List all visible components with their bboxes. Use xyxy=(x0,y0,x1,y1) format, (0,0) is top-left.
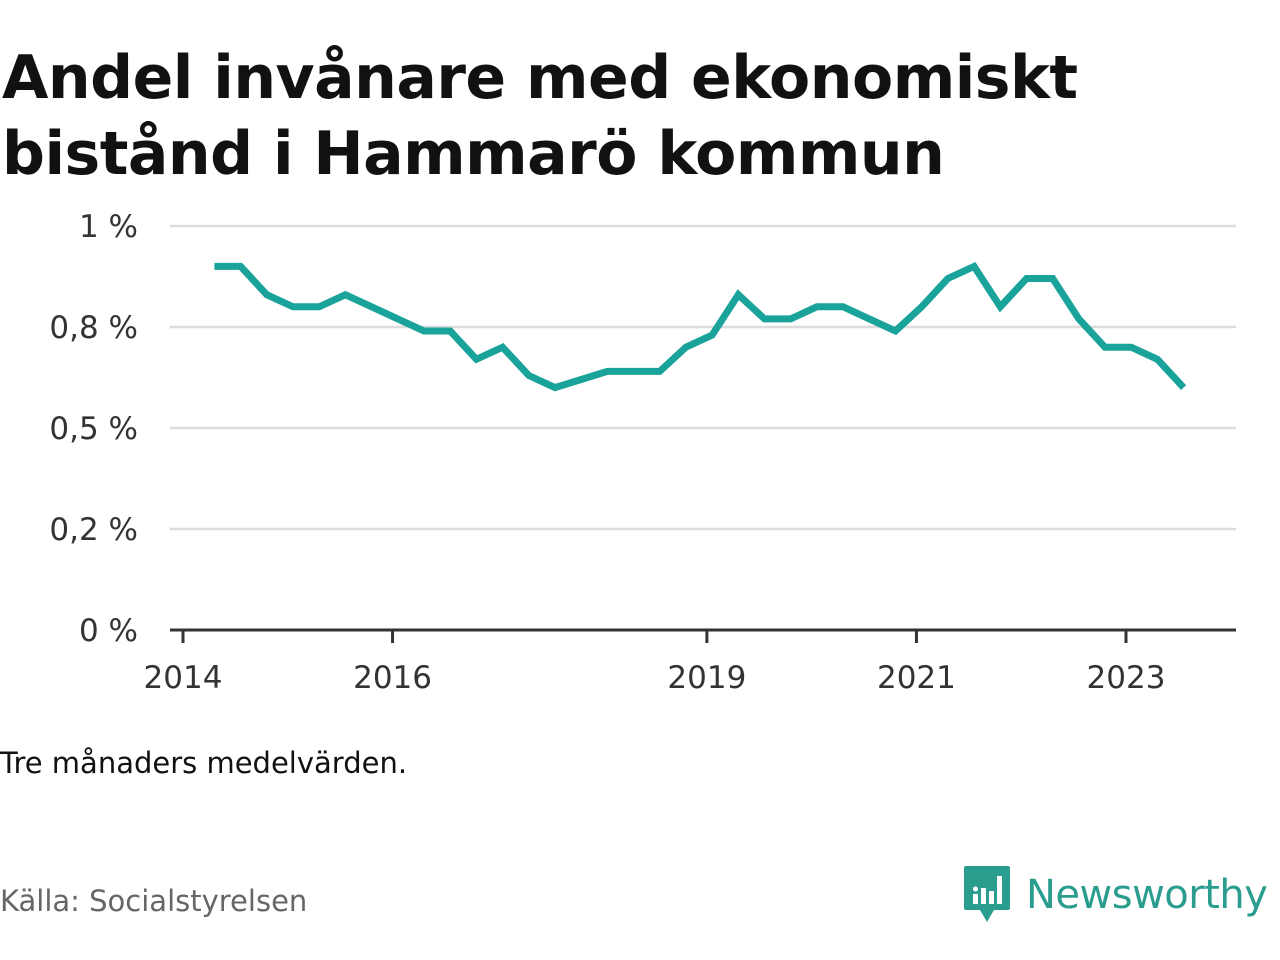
brand-name: Newsworthy xyxy=(1026,872,1268,918)
newsworthy-brand: Newsworthy xyxy=(962,862,1268,928)
x-tick-label: 2014 xyxy=(144,660,223,696)
y-tick-label: 0,2 % xyxy=(49,512,138,548)
newsworthy-logo-icon xyxy=(964,866,1010,922)
line-chart: 0 % 0,2 % 0,5 % 0,8 % 1 % 2014 2016 2019 2021 202… xyxy=(49,209,1236,696)
x-tick-label: 2023 xyxy=(1087,660,1166,696)
chart-title: Andel invånare med ekonomiskt bistånd i … xyxy=(2,40,1202,192)
series-line xyxy=(214,261,1187,392)
y-tick-label: 0,8 % xyxy=(49,310,138,346)
y-tick-label: 1 % xyxy=(79,209,138,245)
y-tick-label: 0 % xyxy=(79,613,138,649)
x-tick-label: 2019 xyxy=(667,660,746,696)
x-tick-label: 2021 xyxy=(877,660,956,696)
title-line-1: Andel invånare med ekonomiskt xyxy=(2,43,1078,113)
source-label: Källa: Socialstyrelsen xyxy=(0,884,308,918)
title-line-2: bistånd i Hammarö kommun xyxy=(2,119,945,189)
chart-note: Tre månaders medelvärden. xyxy=(0,746,408,780)
x-tick-label: 2016 xyxy=(353,660,432,696)
y-tick-label: 0,5 % xyxy=(49,411,138,447)
